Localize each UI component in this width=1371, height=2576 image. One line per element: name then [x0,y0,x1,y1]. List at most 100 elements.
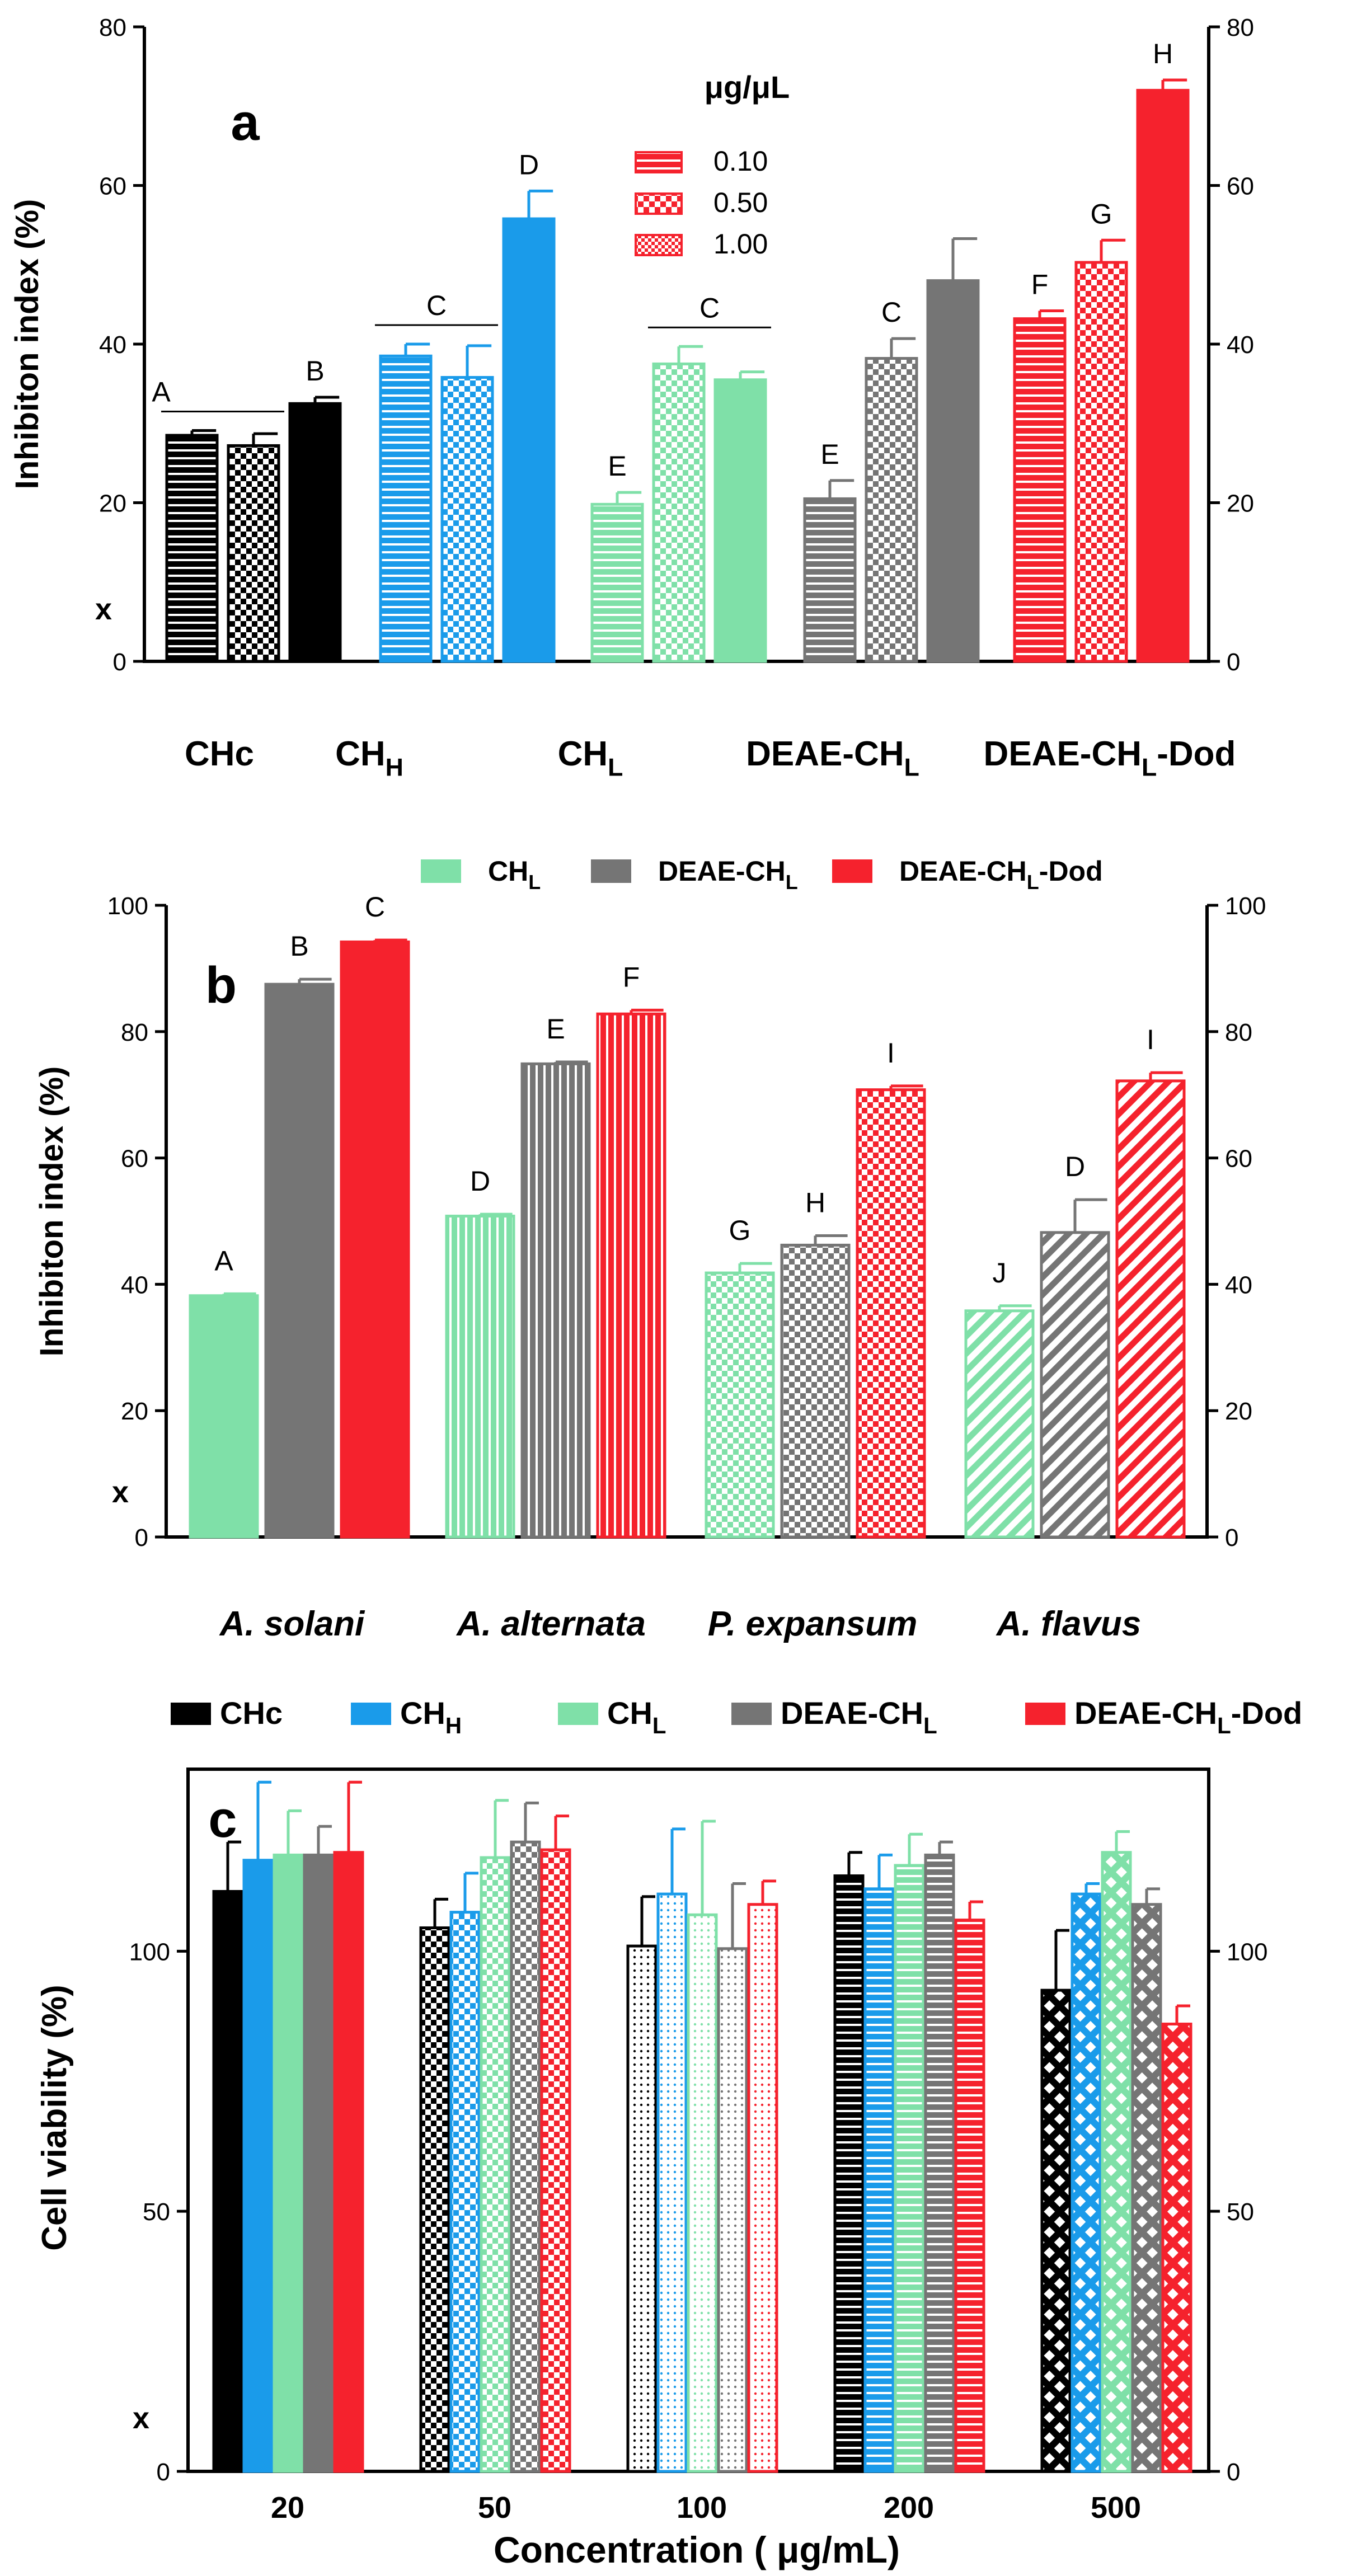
bar [954,1900,985,2473]
bar-rect [165,434,219,663]
bar-rect [590,502,644,663]
bar [656,1827,688,2473]
y-tick-label: 60 [121,1145,148,1173]
bar [590,491,644,663]
bar-rect [273,1853,304,2473]
bar-rect [856,1088,926,1539]
y-tick-label-right: 0 [1227,2459,1240,2486]
bar-rect [652,362,706,663]
bar [1115,1071,1186,1539]
group-4: 500 [1040,1830,1192,2525]
group-label: DEAE-CHL [746,735,919,782]
group-0: 20 [212,1780,364,2525]
x-tick-label: 100 [677,2491,727,2525]
group-label: CHL [558,735,623,782]
bar [480,1799,511,2473]
bar [189,1292,259,1539]
y-tick-label: 80 [99,14,126,41]
group-0: A B CHc [152,355,342,773]
bar [596,1008,666,1539]
bar-rect [333,1851,364,2473]
bar-rect [1115,1079,1186,1539]
group-label: A. flavus [996,1605,1141,1643]
y-tick-label-right: 80 [1225,1019,1252,1046]
bar [713,370,767,663]
y-tick-label-right: 60 [1227,173,1254,200]
bar-rect [687,1913,718,2473]
group-label: DEAE-CHL-Dod [984,735,1236,782]
legend: CHc CHH CHL DEAE-CHL DEAE-CHL-Dod [171,1695,1302,1738]
bar-rect [780,1243,851,1539]
panel-label-c: c [208,1791,237,1848]
bar [856,1084,926,1539]
legend-swatch [171,1703,211,1725]
bar [419,1897,450,2473]
y-marker: x [112,1475,129,1509]
bar [863,1853,895,2473]
panel-label-a: a [231,94,260,151]
legend-swatch [1025,1703,1065,1725]
bar [273,1809,304,2473]
significance-letter: A [214,1245,233,1276]
bar [1070,1882,1102,2473]
group-1: 50 [419,1799,571,2525]
bar-rect [340,940,410,1539]
bar-rect [863,1887,895,2473]
bar [833,1851,865,2473]
bar-rect [1070,1892,1102,2473]
bar-rect [445,1214,515,1539]
bar-rect [419,1926,450,2473]
bar [1013,309,1067,663]
axes: 0 0 20 20 40 40 60 60 80 80 100 100 [107,892,1266,1552]
y-tick-label: 40 [99,331,126,359]
y-marker: x [95,593,112,626]
legend: CHL DEAE-CHL DEAE-CHL-Dod [421,855,1103,894]
bar-rect [288,402,342,663]
bar-rect [924,1853,955,2473]
bar [865,337,918,663]
significance-letter: H [1153,38,1173,69]
significance-letter: C [699,292,720,323]
group-1: C D CHH [335,149,556,782]
bar [449,1872,481,2473]
group-3: 200 [833,1832,985,2525]
bar-rect [502,217,556,663]
significance-letter: C [426,290,447,321]
bar-rect [717,1947,748,2473]
y-marker: x [133,2401,149,2435]
bar-rect [440,376,494,663]
group-4: F G H DEAE-CHL-Dod [984,38,1236,782]
bar-rect [264,983,335,1539]
significance-letter: E [546,1013,565,1045]
bar [705,1262,775,1539]
significance-letter: G [729,1215,751,1246]
bar-rect [1074,261,1128,663]
x-tick-label: 200 [884,2491,934,2525]
bar [165,429,219,663]
legend-title: μg/μL [705,69,790,105]
bar-rect [803,497,857,663]
bar [1040,1198,1110,1539]
group-label: P. expansum [708,1605,917,1643]
legend-swatch [421,859,461,883]
legend-label: CHL [607,1695,666,1738]
legend-label: DEAE-CHL-Dod [1074,1695,1302,1738]
bar-rect [227,444,280,663]
significance-letter: I [887,1037,895,1069]
bar [652,345,706,663]
group-label: A. alternata [456,1605,646,1643]
y-tick-label: 0 [135,1524,148,1552]
legend-label: CHH [400,1695,462,1738]
bar [924,1840,955,2473]
bar [340,938,410,1539]
group-0: A B C A. solani [189,891,410,1643]
significance-letter: C [881,297,902,328]
significance-letter: G [1091,198,1112,229]
legend-label: CHc [220,1695,283,1731]
bar [747,1879,778,2473]
legend-swatch [558,1703,598,1725]
chart-c: 0 0 50 50 100 100 c x Cell viability (%) Concentr… [35,1695,1302,2570]
y-axis-label: Inhibiton index (%) [9,199,45,490]
y-tick-label-right: 20 [1225,1398,1252,1425]
y-tick-label-right: 0 [1225,1524,1238,1552]
